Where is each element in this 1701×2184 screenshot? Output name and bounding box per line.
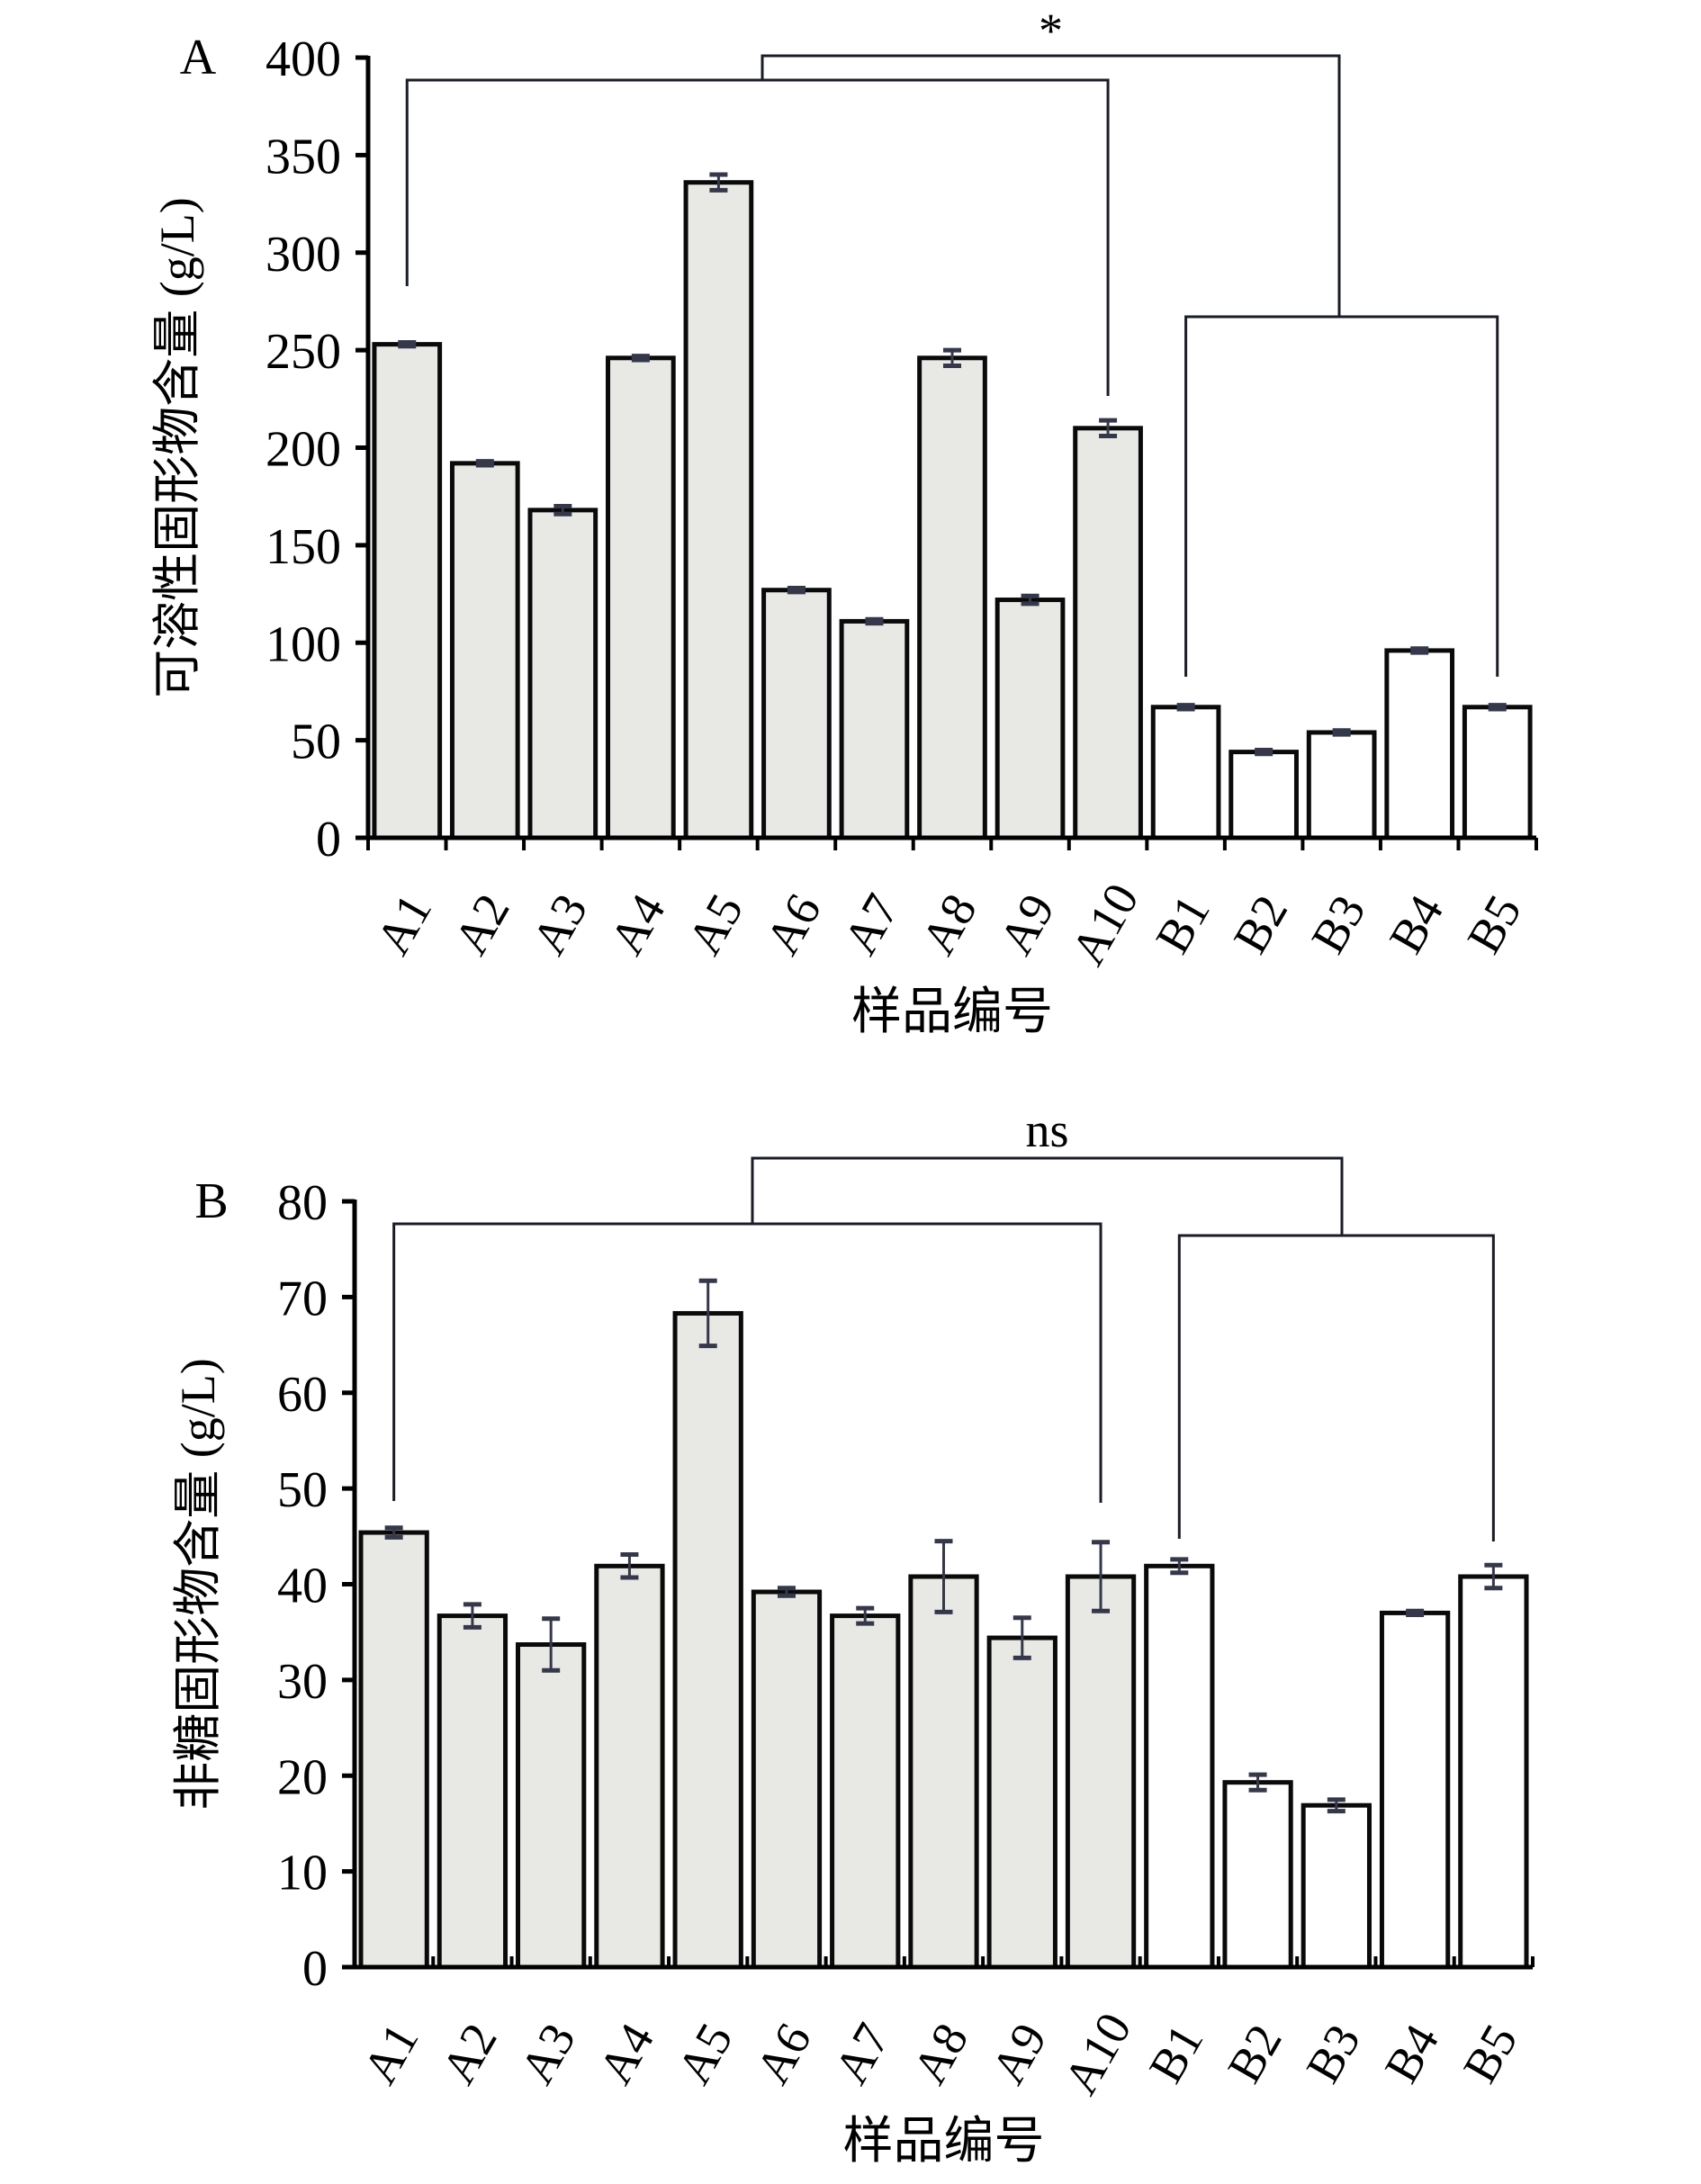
- bar-a3: [527, 508, 598, 840]
- bar-a6: [761, 588, 832, 840]
- y-axis-title: 非糖固形物含量 (g/L): [171, 1358, 225, 1810]
- y-tick-label: 60: [277, 1367, 328, 1423]
- bracket-a-vs-b: [751, 1156, 1344, 1236]
- bar-b1: [1144, 1563, 1215, 1970]
- x-tick-label: A2: [444, 885, 520, 963]
- panel-a: A 可溶性固形物含量 (g/L) 0 50 100 150 200 250 300 350 400 A…: [150, 4, 1538, 1040]
- bar-a2: [436, 1613, 508, 1970]
- bar-b4: [1379, 1610, 1451, 1970]
- y-tick-label: 400: [266, 31, 341, 87]
- y-tick-label: 10: [277, 1846, 328, 1901]
- bracket-a-vs-b: [760, 54, 1341, 317]
- bar-a10: [1065, 1574, 1137, 1970]
- bar-a10: [1073, 426, 1143, 840]
- bar-b2: [1222, 1780, 1293, 1970]
- bar-b4: [1384, 648, 1455, 840]
- x-tick-label: A5: [677, 885, 753, 963]
- significance-label: ns: [1025, 1103, 1068, 1157]
- x-tick-label: A8: [911, 885, 987, 963]
- x-axis-title: 样品编号: [851, 984, 1053, 1040]
- x-tick-label: B5: [1453, 2016, 1527, 2092]
- bar-b5: [1462, 705, 1533, 840]
- x-tick-label: A7: [824, 2014, 900, 2092]
- y-axis-title: 可溶性固形物含量 (g/L): [150, 197, 204, 697]
- y-tick-label: 20: [277, 1749, 328, 1805]
- bar-a7: [830, 1613, 901, 1970]
- bar-a6: [751, 1589, 823, 1970]
- bar-a4: [606, 355, 676, 840]
- bracket-group-a: [405, 78, 1110, 396]
- bar-a3: [516, 1642, 587, 1970]
- x-tick-label: A6: [755, 885, 832, 963]
- bar-b1: [1150, 705, 1221, 840]
- bar-b3: [1300, 1802, 1372, 1970]
- bar-b5: [1458, 1574, 1529, 1970]
- x-tick-label: B4: [1379, 886, 1454, 963]
- x-tick-label: A7: [832, 885, 909, 963]
- significance-label: *: [1039, 4, 1063, 58]
- x-tick-label: B2: [1223, 886, 1298, 963]
- x-tick-label: A9: [981, 2014, 1058, 2092]
- x-tick-label: B3: [1296, 2016, 1371, 2092]
- x-tick-label: A9: [988, 885, 1065, 963]
- bar-a2: [449, 461, 520, 840]
- bar-a1: [358, 1530, 429, 1970]
- bar-a8: [908, 1574, 979, 1970]
- y-tick-label: 100: [266, 616, 341, 672]
- y-tick-label: 50: [277, 1462, 328, 1518]
- x-tick-label: B5: [1456, 886, 1531, 963]
- bar-a9: [986, 1635, 1058, 1970]
- x-tick-label: A8: [902, 2014, 978, 2092]
- bar-a9: [994, 598, 1066, 840]
- x-tick-label: A3: [521, 885, 598, 963]
- bar-a5: [672, 1310, 743, 1970]
- x-tick-label: A4: [599, 885, 676, 963]
- y-tick-label: 0: [316, 812, 341, 867]
- x-tick-label: B3: [1300, 886, 1375, 963]
- bar-a1: [372, 342, 443, 840]
- x-tick-label: A10: [1053, 2004, 1141, 2104]
- y-tick-label: 150: [266, 519, 341, 575]
- bar-a7: [839, 618, 910, 840]
- x-tick-label: B1: [1138, 2016, 1213, 2092]
- y-tick-label: 300: [266, 227, 341, 283]
- x-tick-label: A4: [588, 2014, 664, 2092]
- bar-a5: [683, 180, 754, 840]
- bar-a8: [917, 355, 987, 840]
- x-tick-label: A2: [431, 2014, 508, 2092]
- x-tick-label: A10: [1060, 875, 1148, 975]
- bar-a4: [594, 1563, 665, 1970]
- y-tick-label: 350: [266, 129, 341, 184]
- x-tick-label: A5: [667, 2014, 743, 2092]
- x-tick-label: A3: [509, 2014, 586, 2092]
- bar-b3: [1306, 730, 1377, 840]
- bracket-group-a: [392, 1222, 1102, 1503]
- y-tick-label: 30: [277, 1654, 328, 1710]
- bar-b2: [1228, 750, 1299, 840]
- x-tick-label: B4: [1374, 2016, 1449, 2092]
- y-tick-label: 200: [266, 422, 341, 478]
- x-tick-label: A1: [353, 2014, 429, 2092]
- y-tick-label: 80: [277, 1175, 328, 1231]
- y-tick-label: 70: [277, 1271, 328, 1326]
- y-tick-label: 0: [302, 1941, 328, 1997]
- panel-label: B: [194, 1173, 228, 1229]
- y-tick-label: 40: [277, 1559, 328, 1614]
- x-tick-label: A6: [745, 2014, 822, 2092]
- bracket-group-b: [1184, 315, 1499, 677]
- y-tick-label: 50: [291, 715, 341, 770]
- x-tick-label: A1: [365, 885, 442, 963]
- x-tick-label: B2: [1217, 2016, 1292, 2092]
- x-axis-title: 样品编号: [843, 2114, 1045, 2170]
- bracket-group-b: [1177, 1234, 1495, 1541]
- panel-label: A: [180, 30, 217, 85]
- x-tick-label: B1: [1145, 886, 1220, 963]
- y-tick-label: 250: [266, 324, 341, 380]
